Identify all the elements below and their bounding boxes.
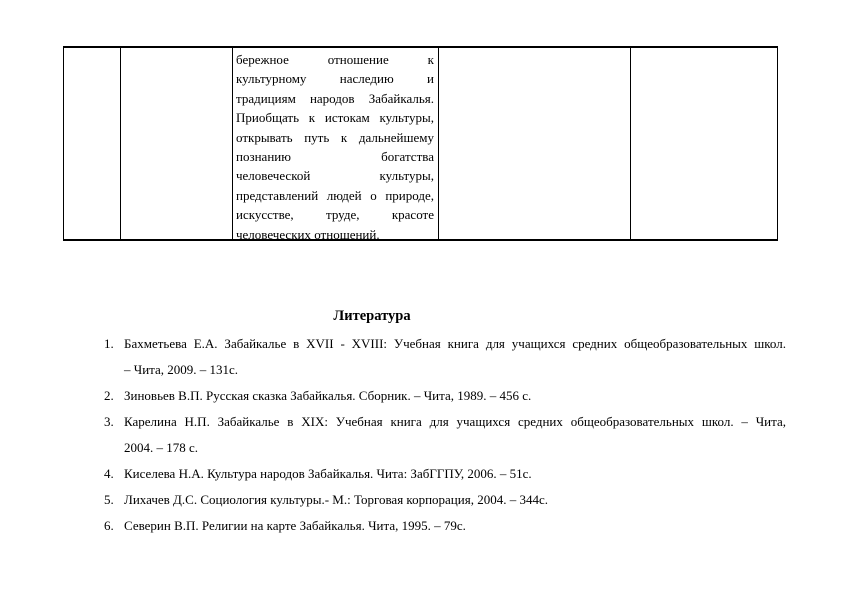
section-title: Литература: [333, 308, 411, 324]
reference-item: 2. Зиновьев В.П. Русская сказка Забайкаль…: [104, 383, 788, 409]
table-border: [630, 46, 631, 241]
cell-line: Приобщать к истокам культуры,: [236, 110, 434, 126]
reference-text: – Чита, 2009. – 131с.: [124, 362, 239, 377]
reference-text: Лихачев Д.С. Социология культуры.- М.: Т…: [124, 492, 548, 507]
table-border: [777, 46, 778, 241]
reference-text: Бахметьева Е.А. Забайкалье в XVII - XVII…: [124, 336, 786, 351]
table-border: [232, 46, 233, 241]
reference-number: 4.: [104, 466, 114, 481]
reference-text: Карелина Н.П. Забайкалье в XIX: Учебная …: [124, 414, 786, 429]
reference-item: 3. Карелина Н.П. Забайкалье в XIX: Учебна…: [104, 409, 788, 435]
cell-line: открывать путь к дальнейшему: [236, 129, 434, 145]
table-border: [63, 46, 64, 241]
reference-item: 1. Бахметьева Е.А. Забайкалье в XVII - XV…: [104, 331, 788, 357]
reference-item: 2004. – 178 с.: [104, 435, 788, 461]
reference-text: 2004. – 178 с.: [124, 440, 199, 455]
reference-item: 4. Киселева Н.А. Культура народов Забайка…: [104, 461, 788, 487]
cell-line: представлений людей о природе,: [236, 187, 434, 203]
reference-text: Зиновьев В.П. Русская сказка Забайкалья.…: [124, 388, 532, 403]
reference-text: Киселева Н.А. Культура народов Забайкаль…: [124, 466, 532, 481]
table-border: [120, 46, 121, 241]
cell-line: человеческой культуры,: [236, 168, 434, 184]
cell-line: человеческих отношений.: [236, 226, 380, 242]
table-border: [438, 46, 439, 241]
reference-text: Северин В.П. Религии на карте Забайкалья…: [124, 518, 466, 533]
reference-list: 1. Бахметьева Е.А. Забайкалье в XVII - XV…: [104, 331, 788, 539]
reference-number: 3.: [104, 414, 114, 429]
table-cell-text: бережное отношение к культурному наследию…: [236, 50, 434, 244]
reference-number: 6.: [104, 518, 114, 533]
reference-number: 2.: [104, 388, 114, 403]
reference-item: 6. Северин В.П. Религии на карте Забайкал…: [104, 513, 788, 539]
reference-item: – Чита, 2009. – 131с.: [104, 357, 788, 383]
cell-line: культурному наследию и: [236, 71, 434, 87]
reference-number: 5.: [104, 492, 114, 507]
table: [63, 46, 778, 241]
reference-item: 5. Лихачев Д.С. Социология культуры.- М.:…: [104, 487, 788, 513]
cell-line: познанию богатства: [236, 148, 434, 164]
cell-line: искусстве, труде, красоте: [236, 207, 434, 223]
cell-line: традициям народов Забайкалья.: [236, 90, 434, 106]
reference-number: 1.: [104, 336, 114, 351]
cell-line: бережное отношение к: [236, 52, 434, 67]
